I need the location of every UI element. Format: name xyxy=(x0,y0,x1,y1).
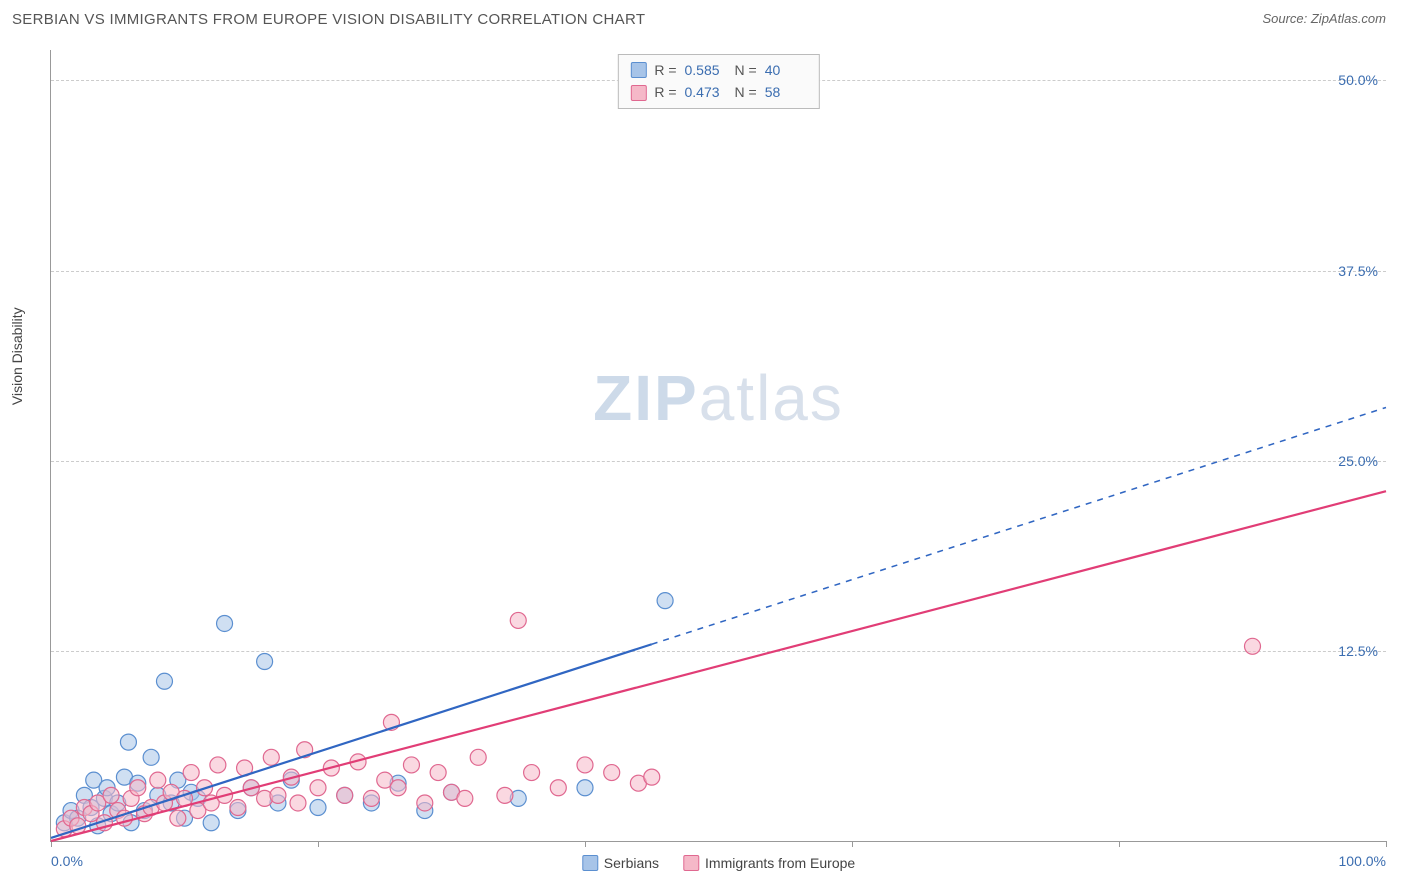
regression-line xyxy=(51,644,652,838)
data-point xyxy=(337,787,353,803)
data-point xyxy=(310,800,326,816)
data-point xyxy=(497,787,513,803)
legend-correlation-row: R = 0.585 N = 40 xyxy=(630,59,806,81)
legend-r-label: R = xyxy=(654,59,676,81)
data-point xyxy=(577,780,593,796)
data-point xyxy=(457,790,473,806)
chart-plot-area: Vision Disability ZIPatlas 12.5%25.0%37.… xyxy=(50,50,1386,842)
legend-series-item: Immigrants from Europe xyxy=(683,855,855,871)
legend-r-value: 0.473 xyxy=(685,81,727,103)
legend-correlation-row: R = 0.473 N = 58 xyxy=(630,81,806,103)
data-point xyxy=(156,673,172,689)
data-point xyxy=(120,734,136,750)
regression-line-extrapolated xyxy=(652,407,1386,644)
legend-n-label: N = xyxy=(735,81,757,103)
data-point xyxy=(263,749,279,765)
source-attribution: Source: ZipAtlas.com xyxy=(1262,10,1386,28)
legend-r-label: R = xyxy=(654,81,676,103)
scatter-plot-svg xyxy=(51,50,1386,841)
legend-n-value: 58 xyxy=(765,81,807,103)
series-legend: Serbians Immigrants from Europe xyxy=(582,855,855,871)
y-axis-title: Vision Disability xyxy=(9,307,25,405)
data-point xyxy=(550,780,566,796)
data-point xyxy=(310,780,326,796)
data-point xyxy=(417,795,433,811)
data-point xyxy=(363,790,379,806)
data-point xyxy=(257,654,273,670)
chart-title: SERBIAN VS IMMIGRANTS FROM EUROPE VISION… xyxy=(12,11,645,28)
data-point xyxy=(203,815,219,831)
legend-n-value: 40 xyxy=(765,59,807,81)
x-tick xyxy=(585,841,586,847)
legend-swatch xyxy=(582,855,598,871)
legend-series-label: Serbians xyxy=(604,855,659,871)
x-axis-min-label: 0.0% xyxy=(51,853,83,869)
legend-swatch xyxy=(630,85,646,101)
source-label: Source: xyxy=(1262,11,1310,26)
data-point xyxy=(604,765,620,781)
legend-series-label: Immigrants from Europe xyxy=(705,855,855,871)
data-point xyxy=(270,787,286,803)
x-axis-max-label: 100.0% xyxy=(1339,853,1386,869)
x-tick xyxy=(1386,841,1387,847)
data-point xyxy=(510,612,526,628)
x-tick xyxy=(852,841,853,847)
data-point xyxy=(170,810,186,826)
data-point xyxy=(403,757,419,773)
data-point xyxy=(470,749,486,765)
legend-series-item: Serbians xyxy=(582,855,659,871)
regression-line xyxy=(51,491,1386,841)
data-point xyxy=(524,765,540,781)
data-point xyxy=(577,757,593,773)
data-point xyxy=(143,749,159,765)
data-point xyxy=(130,780,146,796)
data-point xyxy=(183,765,199,781)
x-tick xyxy=(318,841,319,847)
legend-swatch xyxy=(683,855,699,871)
data-point xyxy=(430,765,446,781)
source-name: ZipAtlas.com xyxy=(1311,11,1386,26)
data-point xyxy=(230,800,246,816)
data-point xyxy=(150,772,166,788)
legend-swatch xyxy=(630,62,646,78)
data-point xyxy=(217,615,233,631)
data-point xyxy=(290,795,306,811)
data-point xyxy=(644,769,660,785)
legend-n-label: N = xyxy=(735,59,757,81)
data-point xyxy=(103,787,119,803)
data-point xyxy=(210,757,226,773)
correlation-legend: R = 0.585 N = 40 R = 0.473 N = 58 xyxy=(617,54,819,109)
x-tick xyxy=(1119,841,1120,847)
data-point xyxy=(1245,638,1261,654)
data-point xyxy=(657,593,673,609)
data-point xyxy=(390,780,406,796)
legend-r-value: 0.585 xyxy=(685,59,727,81)
